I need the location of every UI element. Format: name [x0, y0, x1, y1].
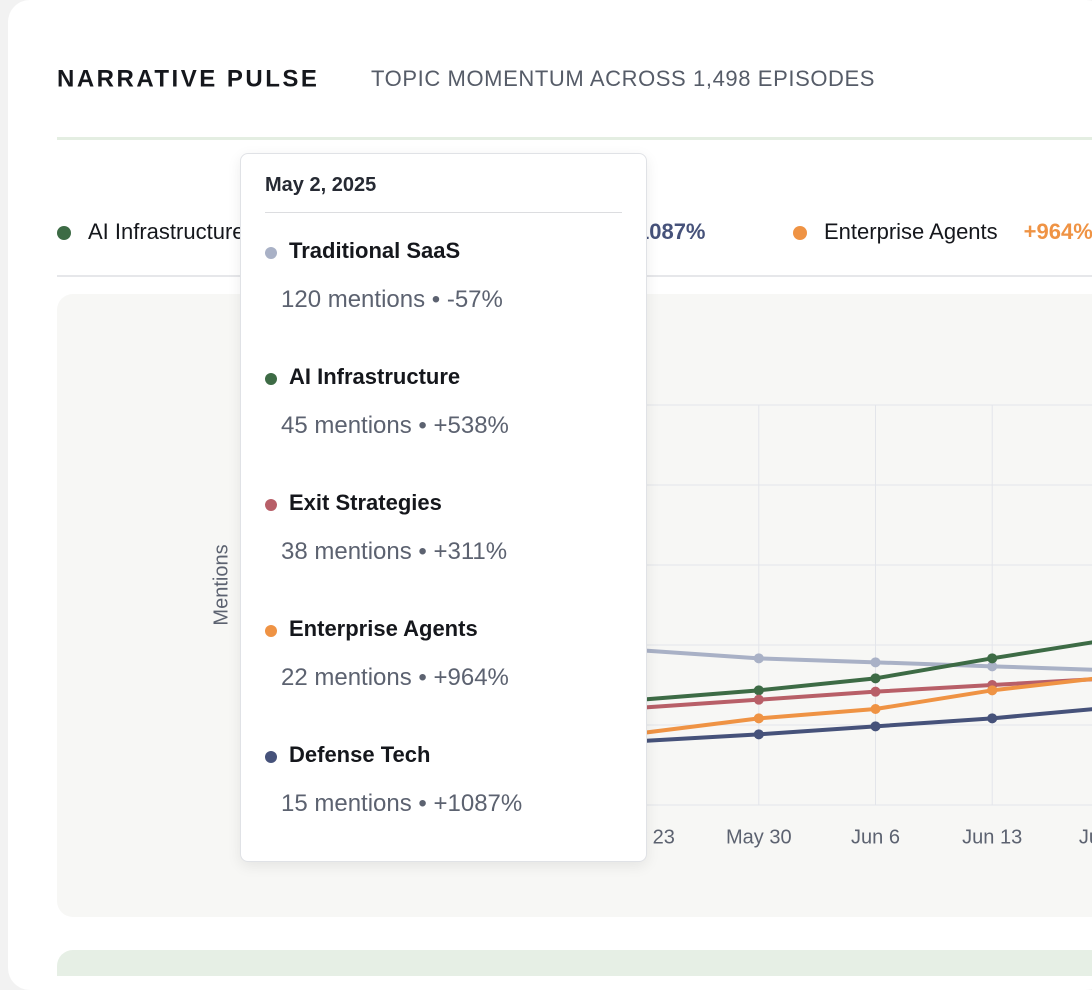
data-point: [870, 657, 881, 668]
tooltip-series: Exit Strategies: [289, 490, 442, 515]
x-tick-label: Jun 20: [1079, 826, 1092, 848]
legend-dot: [57, 226, 71, 240]
data-point: [987, 713, 998, 724]
tooltip-detail: 45 mentions • +538%: [281, 412, 509, 439]
tooltip-detail: 22 mentions • +964%: [281, 664, 509, 691]
tooltip-series: Enterprise Agents: [289, 616, 478, 641]
tooltip-detail: 120 mentions • -57%: [281, 286, 503, 313]
data-point: [987, 661, 998, 672]
legend-label: AI Infrastructure: [88, 219, 245, 244]
tooltip-detail: 15 mentions • +1087%: [281, 790, 523, 817]
tooltip-dot: [265, 751, 277, 763]
data-point: [987, 685, 998, 696]
tooltip-detail: 38 mentions • +311%: [281, 538, 508, 565]
page-title: NARRATIVE PULSE: [57, 65, 319, 92]
tooltip-dot: [265, 625, 277, 637]
tooltip-dot: [265, 499, 277, 511]
data-point: [870, 704, 881, 714]
x-tick-label: Jun 13: [962, 826, 1022, 848]
tooltip-series: Traditional SaaS: [289, 238, 461, 263]
data-point: [753, 694, 764, 705]
tooltip-rule: [265, 212, 622, 213]
data-point: [753, 653, 764, 664]
card: NARRATIVE PULSE TOPIC MOMENTUM ACROSS 1,…: [8, 0, 1092, 990]
tooltip-series: AI Infrastructure: [289, 364, 461, 389]
data-point: [870, 686, 881, 697]
data-point: [870, 673, 881, 684]
data-point: [753, 685, 764, 696]
header-rule: [57, 137, 1092, 140]
x-tick-label: Jun 6: [851, 826, 900, 848]
data-point: [753, 713, 764, 724]
legend-change: +964%: [1024, 219, 1092, 244]
data-point: [987, 653, 998, 664]
data-point: [753, 729, 764, 740]
legend-label: Enterprise Agents: [824, 219, 998, 244]
tooltip-date: May 2, 2025: [265, 174, 377, 196]
legend-dot: [793, 226, 807, 240]
bottom-panel: [57, 950, 1092, 976]
tooltip-dot: [265, 247, 277, 259]
page-subtitle: TOPIC MOMENTUM ACROSS 1,498 EPISODES: [371, 66, 875, 91]
tooltip-dot: [265, 373, 277, 385]
tooltip: May 2, 2025 Traditional SaaS 120 mentions…: [240, 153, 647, 862]
tooltip-series: Defense Tech: [289, 742, 431, 767]
y-axis-title: Mentions: [210, 544, 232, 625]
x-tick-label: May 30: [726, 826, 792, 848]
data-point: [870, 721, 881, 732]
